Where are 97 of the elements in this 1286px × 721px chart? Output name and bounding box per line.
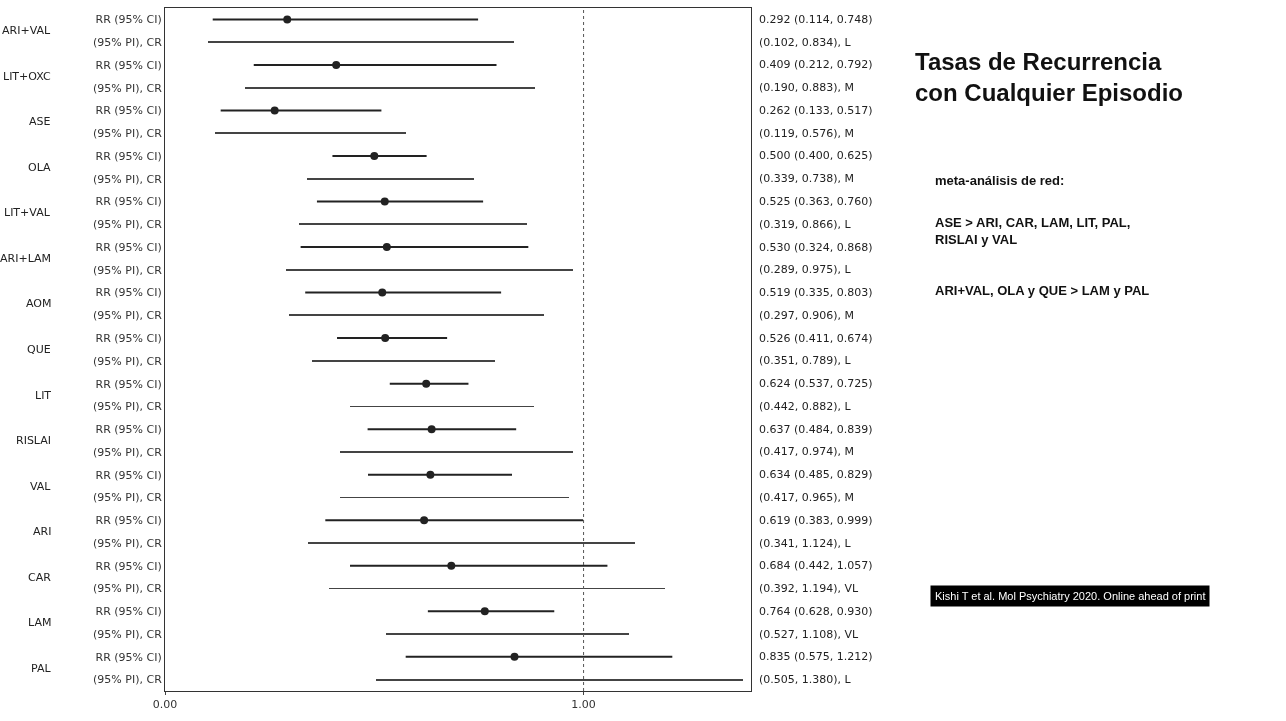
data-label: 0.637 (0.484, 0.839)	[759, 423, 873, 436]
data-label: (0.417, 0.974), M	[759, 445, 855, 458]
y-tick-label: (95% PI), CR	[93, 309, 163, 323]
text: Tasas de Recurrencia con Cualquier Episodio	[915, 48, 1184, 107]
y-tick-label: RR (95% CI)	[95, 331, 162, 345]
y-tick-label: RR (95% CI)	[95, 559, 162, 573]
point	[382, 243, 391, 252]
data-label: (0.341, 1.124), L	[759, 537, 852, 550]
x-tick-label: 1.00	[571, 698, 596, 712]
y-tick-label: (95% PI), CR	[93, 81, 163, 95]
text: VAL	[30, 480, 52, 493]
y-tick-label: RR (95% CI)	[95, 195, 162, 209]
text: RISLAI	[16, 434, 52, 447]
y-tick-label: RR (95% CI)	[95, 58, 162, 72]
data-label: 0.292 (0.114, 0.748)	[759, 13, 873, 26]
data-label: (0.339, 0.738), M	[759, 172, 855, 185]
text: ARI	[33, 525, 52, 538]
point	[380, 197, 389, 206]
y-tick-label: RR (95% CI)	[95, 286, 162, 300]
data-label: 0.409 (0.212, 0.792)	[759, 58, 873, 71]
y-tick-label: (95% PI), CR	[93, 673, 163, 687]
y-tick-label: (95% PI), CR	[93, 354, 163, 368]
point	[480, 607, 489, 616]
point	[420, 516, 429, 525]
data-label: (0.319, 0.866), L	[759, 218, 852, 231]
y-tick-label: (95% PI), CR	[93, 263, 163, 277]
point	[427, 425, 436, 434]
y-tick-label: (95% PI), CR	[93, 582, 163, 596]
point	[370, 151, 379, 160]
text: AOM	[26, 297, 52, 310]
data-label: (0.527, 1.108), VL	[759, 628, 860, 641]
y-tick-label: RR (95% CI)	[95, 605, 162, 619]
data-label: (0.297, 0.906), M	[759, 309, 855, 322]
text: ARI+VAL	[2, 24, 51, 37]
y-tick-label: (95% PI), CR	[93, 400, 163, 414]
data-label: 0.530 (0.324, 0.868)	[759, 241, 873, 254]
point	[270, 106, 279, 115]
point	[447, 561, 456, 570]
point	[378, 288, 387, 297]
y-tick-label: (95% PI), CR	[93, 36, 163, 49]
text: ARI+LAM	[0, 252, 52, 265]
data-label: 0.764 (0.628, 0.930)	[759, 605, 873, 618]
data-label: 0.634 (0.485, 0.829)	[759, 468, 873, 481]
y-tick-label: (95% PI), CR	[93, 445, 163, 459]
y-tick-label: RR (95% CI)	[95, 240, 162, 254]
text: ASE > ARI, CAR, LAM, LIT, PAL, RISLAI y VAL	[935, 215, 1131, 247]
y-tick-label: RR (95% CI)	[95, 468, 162, 482]
data-label: 0.526 (0.411, 0.674)	[759, 332, 873, 345]
text: LIT	[35, 389, 52, 402]
text: QUE	[27, 343, 51, 356]
point	[381, 334, 390, 343]
y-tick-label: (95% PI), CR	[93, 491, 163, 505]
text: LIT+VAL	[4, 206, 51, 219]
point	[332, 60, 341, 69]
point	[422, 379, 431, 388]
data-label: 0.519 (0.335, 0.803)	[759, 286, 873, 299]
y-tick-label: (95% PI), CR	[93, 627, 163, 641]
data-label: 0.262 (0.133, 0.517)	[759, 104, 873, 117]
y-tick-label: (95% PI), CR	[93, 127, 163, 141]
text: LIT+OXC	[3, 70, 51, 83]
data-label: (0.351, 0.789), L	[759, 354, 852, 367]
data-label: 0.684 (0.442, 1.057)	[759, 559, 873, 572]
text: PAL	[31, 662, 52, 675]
data-label: (0.392, 1.194), VL	[759, 582, 860, 595]
y-tick-label: RR (95% CI)	[95, 104, 162, 118]
text: meta-análisis de red:	[935, 173, 1065, 188]
text: LAM	[28, 616, 52, 629]
y-tick-label: RR (95% CI)	[95, 149, 162, 163]
text: ASE	[29, 115, 51, 128]
point	[283, 15, 292, 24]
x-tick-label: 0.00	[152, 698, 178, 712]
data-label: (0.289, 0.975), L	[759, 263, 852, 276]
point	[426, 470, 435, 479]
y-tick-label: RR (95% CI)	[95, 13, 162, 27]
y-tick-label: (95% PI), CR	[93, 536, 163, 550]
text: OLA	[28, 161, 52, 174]
data-label: 0.624 (0.537, 0.725)	[759, 377, 873, 390]
y-tick-label: (95% PI), CR	[93, 172, 163, 186]
text: CAR	[28, 571, 52, 584]
data-label: (0.442, 0.882), L	[759, 400, 852, 413]
y-tick-label: RR (95% CI)	[95, 650, 162, 664]
y-tick-label: RR (95% CI)	[95, 423, 162, 437]
data-label: (0.190, 0.883), M	[759, 81, 855, 94]
y-tick-label: (95% PI), CR	[93, 218, 163, 232]
text: Kishi T et al. Mol Psychiatry 2020. Online ahead of print	[935, 590, 1206, 602]
data-label: 0.500 (0.400, 0.625)	[759, 149, 873, 162]
data-label: (0.119, 0.576), M	[759, 127, 855, 140]
point	[510, 652, 519, 661]
y-tick-label: RR (95% CI)	[95, 514, 162, 528]
data-label: (0.102, 0.834), L	[759, 36, 852, 49]
data-label: (0.505, 1.380), L	[759, 673, 852, 686]
data-label: 0.619 (0.383, 0.999)	[759, 514, 873, 527]
text: ARI+VAL, OLA y QUE > LAM y PAL	[935, 283, 1150, 298]
data-label: 0.835 (0.575, 1.212)	[759, 650, 873, 663]
data-label: 0.525 (0.363, 0.760)	[759, 195, 873, 208]
y-tick-label: RR (95% CI)	[95, 377, 162, 391]
data-label: (0.417, 0.965), M	[759, 491, 855, 504]
